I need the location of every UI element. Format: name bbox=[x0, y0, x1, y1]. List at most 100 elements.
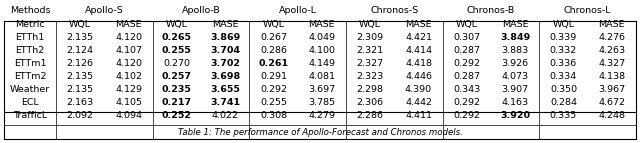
Text: 3.785: 3.785 bbox=[308, 98, 335, 107]
Text: 0.284: 0.284 bbox=[550, 98, 577, 107]
Text: 3.926: 3.926 bbox=[502, 59, 529, 68]
Text: 2.092: 2.092 bbox=[67, 111, 93, 120]
Text: 4.022: 4.022 bbox=[212, 111, 239, 120]
Text: MASE: MASE bbox=[115, 20, 141, 29]
Text: Table 1: The performance of Apollo-Forecast and Chronos models.: Table 1: The performance of Apollo-Forec… bbox=[177, 128, 463, 137]
Text: 2.286: 2.286 bbox=[356, 111, 383, 120]
Text: MASE: MASE bbox=[308, 20, 335, 29]
Text: Weather: Weather bbox=[10, 85, 50, 94]
Text: 3.702: 3.702 bbox=[210, 59, 240, 68]
Text: 4.149: 4.149 bbox=[308, 59, 335, 68]
Text: ETTh1: ETTh1 bbox=[15, 33, 45, 42]
Text: WQL: WQL bbox=[456, 20, 478, 29]
Text: 2.309: 2.309 bbox=[356, 33, 384, 42]
Text: 4.120: 4.120 bbox=[115, 59, 142, 68]
Text: 0.292: 0.292 bbox=[453, 111, 481, 120]
Text: 2.163: 2.163 bbox=[67, 98, 93, 107]
Text: ETTm1: ETTm1 bbox=[13, 59, 46, 68]
Text: 0.286: 0.286 bbox=[260, 46, 287, 55]
Text: ETTm2: ETTm2 bbox=[13, 72, 46, 81]
Text: 2.126: 2.126 bbox=[67, 59, 93, 68]
Text: 4.248: 4.248 bbox=[598, 111, 625, 120]
Text: Chronos-S: Chronos-S bbox=[370, 6, 419, 15]
Text: 3.655: 3.655 bbox=[210, 85, 240, 94]
Text: MASE: MASE bbox=[212, 20, 239, 29]
Text: 4.263: 4.263 bbox=[598, 46, 625, 55]
Text: 0.261: 0.261 bbox=[259, 59, 289, 68]
Text: Methods: Methods bbox=[10, 6, 51, 15]
Text: 4.102: 4.102 bbox=[115, 72, 142, 81]
Text: MASE: MASE bbox=[405, 20, 432, 29]
Text: ETTh2: ETTh2 bbox=[15, 46, 45, 55]
Text: 4.672: 4.672 bbox=[598, 98, 625, 107]
Text: WQL: WQL bbox=[262, 20, 285, 29]
Text: 0.217: 0.217 bbox=[162, 98, 192, 107]
Text: 4.390: 4.390 bbox=[405, 85, 432, 94]
Text: 0.350: 0.350 bbox=[550, 85, 577, 94]
Text: 0.287: 0.287 bbox=[453, 46, 481, 55]
Text: 4.327: 4.327 bbox=[598, 59, 625, 68]
Text: MASE: MASE bbox=[502, 20, 529, 29]
Text: 0.307: 0.307 bbox=[453, 33, 481, 42]
Text: 3.869: 3.869 bbox=[210, 33, 240, 42]
Text: 4.107: 4.107 bbox=[115, 46, 142, 55]
Text: 0.252: 0.252 bbox=[162, 111, 192, 120]
Text: 0.267: 0.267 bbox=[260, 33, 287, 42]
Text: 4.414: 4.414 bbox=[405, 46, 432, 55]
Text: TrafficL: TrafficL bbox=[13, 111, 47, 120]
Text: 3.883: 3.883 bbox=[502, 46, 529, 55]
Text: Chronos-L: Chronos-L bbox=[564, 6, 611, 15]
Text: 4.105: 4.105 bbox=[115, 98, 142, 107]
Text: 2.135: 2.135 bbox=[67, 72, 93, 81]
Text: 2.124: 2.124 bbox=[67, 46, 93, 55]
Text: 3.697: 3.697 bbox=[308, 85, 335, 94]
Text: 0.308: 0.308 bbox=[260, 111, 287, 120]
Text: 0.292: 0.292 bbox=[453, 98, 481, 107]
Text: 2.306: 2.306 bbox=[356, 98, 384, 107]
Text: 4.094: 4.094 bbox=[115, 111, 142, 120]
Text: 0.334: 0.334 bbox=[550, 72, 577, 81]
Text: Chronos-B: Chronos-B bbox=[467, 6, 515, 15]
Text: MASE: MASE bbox=[598, 20, 625, 29]
Text: 4.138: 4.138 bbox=[598, 72, 625, 81]
Text: 4.120: 4.120 bbox=[115, 33, 142, 42]
Text: 0.339: 0.339 bbox=[550, 33, 577, 42]
Text: 2.321: 2.321 bbox=[356, 46, 384, 55]
Text: 2.135: 2.135 bbox=[67, 85, 93, 94]
Text: 0.265: 0.265 bbox=[162, 33, 192, 42]
Text: 2.327: 2.327 bbox=[356, 59, 384, 68]
Text: 0.332: 0.332 bbox=[550, 46, 577, 55]
Text: 3.704: 3.704 bbox=[210, 46, 240, 55]
Text: 4.081: 4.081 bbox=[308, 72, 335, 81]
Text: 3.967: 3.967 bbox=[598, 85, 625, 94]
Text: 0.270: 0.270 bbox=[163, 59, 190, 68]
Text: 0.255: 0.255 bbox=[162, 46, 192, 55]
Text: Metric: Metric bbox=[15, 20, 45, 29]
Text: Apollo-L: Apollo-L bbox=[278, 6, 317, 15]
Text: 3.920: 3.920 bbox=[500, 111, 530, 120]
Text: 2.298: 2.298 bbox=[356, 85, 383, 94]
Text: 4.418: 4.418 bbox=[405, 59, 432, 68]
Text: 0.343: 0.343 bbox=[453, 85, 481, 94]
Text: 0.255: 0.255 bbox=[260, 98, 287, 107]
Text: 0.292: 0.292 bbox=[453, 59, 481, 68]
Text: 4.049: 4.049 bbox=[308, 33, 335, 42]
Text: 0.257: 0.257 bbox=[162, 72, 192, 81]
Text: WQL: WQL bbox=[359, 20, 381, 29]
Text: 0.235: 0.235 bbox=[162, 85, 192, 94]
Text: 0.335: 0.335 bbox=[550, 111, 577, 120]
Text: 3.907: 3.907 bbox=[502, 85, 529, 94]
Text: Apollo-B: Apollo-B bbox=[182, 6, 220, 15]
Text: 2.323: 2.323 bbox=[356, 72, 384, 81]
Text: 4.279: 4.279 bbox=[308, 111, 335, 120]
Text: 4.421: 4.421 bbox=[405, 33, 432, 42]
Text: 4.442: 4.442 bbox=[405, 98, 432, 107]
Text: WQL: WQL bbox=[166, 20, 188, 29]
Text: 2.135: 2.135 bbox=[67, 33, 93, 42]
Text: 3.849: 3.849 bbox=[500, 33, 531, 42]
Text: 3.698: 3.698 bbox=[210, 72, 240, 81]
Text: 3.741: 3.741 bbox=[210, 98, 240, 107]
Text: 4.411: 4.411 bbox=[405, 111, 432, 120]
Text: 0.292: 0.292 bbox=[260, 85, 287, 94]
Text: 4.276: 4.276 bbox=[598, 33, 625, 42]
